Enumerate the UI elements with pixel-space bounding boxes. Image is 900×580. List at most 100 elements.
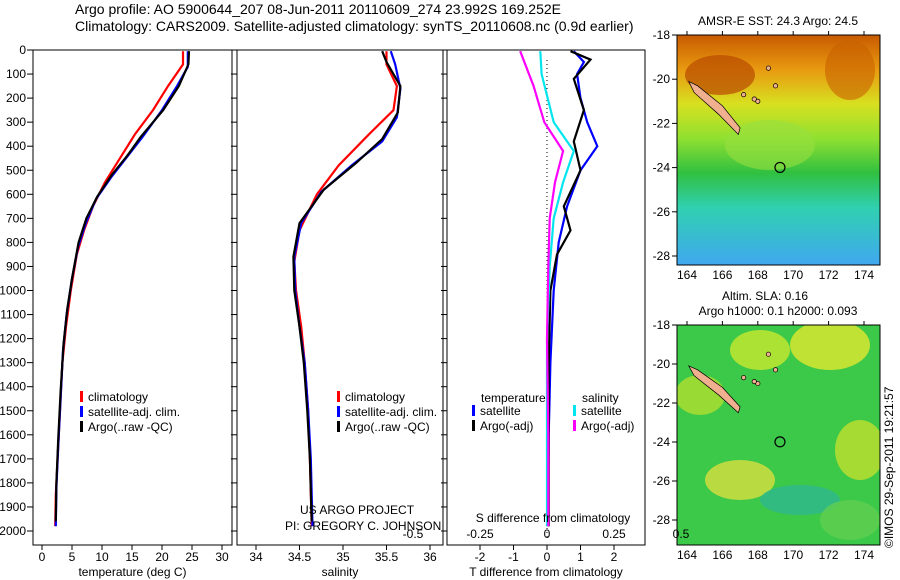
map-x-tick-label: 174 [854,548,874,562]
x-axis-label: salinity [322,565,359,579]
y-tick-label: 1600 [0,428,26,442]
map-y-tick-label: -24 [653,161,671,175]
x-tick-label: 34 [249,550,263,564]
map-x-tick-label: 166 [712,548,732,562]
legend-title: salinity [582,391,619,405]
map-x-tick-label: 172 [819,268,839,282]
series-line-temperature-argo-adj- [547,50,593,527]
x-tick-label: -2 [475,550,486,564]
island [772,367,779,373]
x-tick-label: 0 [544,550,551,564]
x2-tick-label: -0.5 [403,527,424,541]
y-tick-label: 1500 [0,404,26,418]
y-tick-label: 800 [6,235,26,249]
legend-label: climatology [88,390,148,404]
island [765,65,771,71]
y-tick-label: 1300 [0,356,26,370]
legend-swatch [80,391,83,402]
x-tick-label: 15 [125,550,139,564]
warm-patch [685,55,755,95]
y-tick-label: 200 [6,91,26,105]
x-tick-label: 34.5 [288,550,312,564]
map-y-tick-label: -26 [653,474,671,488]
legend-label: satellite-adj. clim. [88,405,180,419]
field-patch [677,375,725,415]
y-tick-label: 700 [6,211,26,225]
map-y-tick-label: -18 [653,318,671,332]
island [741,92,747,98]
map-y-tick-label: -26 [653,205,671,219]
y-tick-label: 1900 [0,500,26,514]
y-tick-label: 900 [6,259,26,273]
y-tick-label: 500 [6,163,26,177]
y-tick-label: 1100 [0,308,26,322]
credit-line-1: US ARGO PROJECT [300,503,415,517]
credit-line-2: PI: GREGORY C. JOHNSON [285,519,441,533]
legend-label: Argo(-adj) [480,419,533,433]
map-x-tick-label: 164 [677,548,697,562]
y-tick-label: 2000 [0,524,26,538]
island [751,378,757,385]
x-tick-label: 36 [423,550,437,564]
x-tick-label: 30 [215,550,229,564]
island [755,98,761,104]
new-caledonia-island [688,80,741,136]
legend-label: Argo(..raw -QC) [345,420,430,434]
field-patch [835,420,880,480]
plot-frame-temperature [32,49,233,546]
y-tick-label: 600 [6,187,26,201]
title-line-2: Climatology: CARS2009. Satellite-adjuste… [75,18,634,34]
y-tick-label: 1000 [0,284,26,298]
x-tick-label: 35.5 [375,550,399,564]
new-caledonia-island [687,365,741,414]
plot-frame-salinity [236,49,444,546]
x-tick-label: 0 [39,550,46,564]
sla-map-title-1: Altim. SLA: 0.16 [722,289,808,303]
legend-label: satellite-adj. clim. [345,405,437,419]
legend-label: Argo(-adj) [581,419,634,433]
field-patch [730,330,790,370]
x-tick-label: -1 [508,550,519,564]
island [765,351,771,357]
x2-tick-label: -0.25 [466,527,494,541]
plot-frame-differences [446,49,646,546]
x-tick-label: 10 [95,550,109,564]
map-x-tick-label: 164 [677,268,697,282]
argo-position-marker [774,161,786,174]
legend-swatch [472,420,475,431]
x-tick-label: 20 [155,550,169,564]
legend-label: satellite [480,404,521,418]
x2-tick-label: 0.5 [673,527,690,541]
field-patch [760,485,840,515]
field-patch [725,120,815,170]
field-patch [790,325,870,370]
map-y-tick-label: -22 [653,116,671,130]
map-y-tick-label: -24 [653,435,671,449]
field-patch [705,460,775,500]
field-patch [820,500,880,540]
map-y-tick-label: -20 [653,72,671,86]
legend-swatch [573,405,576,416]
x-axis-label: temperature (deg C) [78,565,186,579]
series-line-salinity-argo-adj- [519,50,565,527]
warm-patch [825,40,875,100]
island [751,96,757,102]
y-tick-label: 1700 [0,452,26,466]
series-line-argo-raw-qc- [54,51,191,522]
series-line-climatology [54,51,185,527]
map-x-tick-label: 174 [854,268,874,282]
map-sst-map [677,35,880,265]
series-line-satellite-adj-clim- [54,51,189,527]
title-line-1: Argo profile: AO 5900644_207 08-Jun-2011… [75,1,561,17]
y-tick-label: 1400 [0,380,26,394]
x2-axis-label: S difference from climatology [476,511,631,525]
y-tick-label: 300 [6,115,26,129]
legend-swatch [573,420,576,431]
legend-swatch [337,391,340,402]
sla-map-title-2: Argo h1000: 0.1 h2000: 0.093 [699,304,858,318]
y-tick-label: 0 [19,43,26,57]
map-y-tick-label: -18 [653,28,671,42]
legend-swatch [472,405,475,416]
